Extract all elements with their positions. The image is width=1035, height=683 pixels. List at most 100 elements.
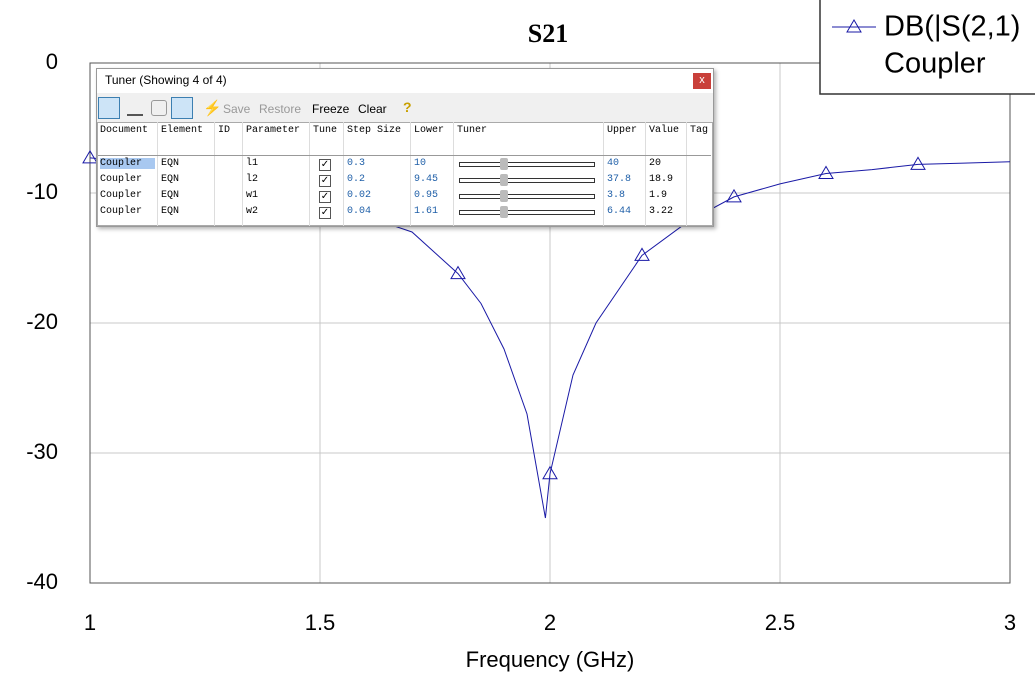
column-header: Upper xyxy=(607,125,638,136)
column-header: Tune xyxy=(313,125,338,136)
tune-checkbox[interactable]: ✓ xyxy=(319,175,331,187)
toolbar-button[interactable]: Save xyxy=(223,102,251,116)
column-header: Parameter xyxy=(246,125,301,136)
cell-lower: 9.45 xyxy=(414,174,439,185)
cell-upper: 3.8 xyxy=(607,190,626,201)
column-divider xyxy=(410,122,411,226)
y-tick-label: -40 xyxy=(26,569,58,594)
column-header: Tag xyxy=(690,125,709,136)
column-header: Element xyxy=(161,125,204,136)
tune-checkbox[interactable]: ✓ xyxy=(319,191,331,203)
y-tick-label: -30 xyxy=(26,439,58,464)
toolbar-icon[interactable]: ⚡ xyxy=(203,100,222,117)
plot-frame xyxy=(89,62,1011,584)
header-divider xyxy=(98,155,711,156)
cell-parameter: l2 xyxy=(246,174,259,185)
cell-upper: 40 xyxy=(607,158,620,169)
data-marker xyxy=(910,156,926,170)
slider-track[interactable] xyxy=(459,178,595,183)
cell-element: EQN xyxy=(161,174,180,185)
tune-checkbox[interactable]: ✓ xyxy=(319,159,331,171)
cell-document: Coupler xyxy=(100,206,143,217)
column-header: Tuner xyxy=(457,125,488,136)
column-divider xyxy=(343,122,344,226)
legend-label: Coupler xyxy=(884,48,986,80)
y-tick-label: -10 xyxy=(26,179,58,204)
legend-label: DB(|S(2,1) xyxy=(884,11,1020,43)
x-tick-label: 2.5 xyxy=(765,610,796,635)
cell-parameter: w1 xyxy=(246,190,259,201)
cell-step: 0.04 xyxy=(347,206,372,217)
column-divider xyxy=(309,122,310,226)
column-header: ID xyxy=(218,125,231,136)
cell-step: 0.02 xyxy=(347,190,372,201)
slider-thumb[interactable] xyxy=(499,206,508,218)
cell-element: EQN xyxy=(161,206,180,217)
data-marker xyxy=(82,149,98,164)
toolbar-icon[interactable] xyxy=(171,97,193,119)
tuner-dialog: Tuner (Showing 4 of 4) x ⚡ Save Restore Fr… xyxy=(96,68,714,227)
chart-title: S21 xyxy=(528,19,568,48)
column-divider xyxy=(645,122,646,226)
column-header: Value xyxy=(649,125,680,136)
cell-element: EQN xyxy=(161,158,180,169)
close-button[interactable]: x xyxy=(693,73,711,89)
toolbar-button[interactable]: Freeze xyxy=(312,102,350,116)
x-tick-label: 2 xyxy=(544,610,556,635)
slider-thumb[interactable] xyxy=(499,190,508,202)
cell-step: 0.3 xyxy=(347,158,366,169)
toolbar-icon[interactable] xyxy=(127,100,143,116)
slider-track[interactable] xyxy=(459,162,595,167)
cell-upper: 37.8 xyxy=(607,174,632,185)
y-tick-label: 0 xyxy=(46,49,58,74)
tuner-grid xyxy=(97,122,713,226)
column-divider xyxy=(603,122,604,226)
slider-thumb[interactable] xyxy=(499,174,508,186)
cell-element: EQN xyxy=(161,190,180,201)
column-divider xyxy=(214,122,215,226)
column-header: Document xyxy=(100,125,149,136)
x-tick-label: 3 xyxy=(1004,610,1016,635)
toolbar-button[interactable]: Restore xyxy=(259,102,302,116)
toolbar-icon[interactable] xyxy=(151,100,167,116)
cell-lower: 1.61 xyxy=(414,206,439,217)
slider-track[interactable] xyxy=(459,194,595,199)
column-header: Lower xyxy=(414,125,445,136)
cell-value: 20 xyxy=(649,158,662,169)
cell-document: Coupler xyxy=(100,174,143,185)
title-bar xyxy=(97,69,713,93)
column-divider xyxy=(242,122,243,226)
y-tick-label: -20 xyxy=(26,309,58,334)
filter-button[interactable] xyxy=(98,97,120,119)
slider-track[interactable] xyxy=(459,210,595,215)
help-icon[interactable]: ? xyxy=(403,99,412,115)
cell-document: Coupler xyxy=(100,190,143,201)
legend-marker xyxy=(846,19,862,33)
cell-parameter: w2 xyxy=(246,206,259,217)
cell-parameter: l1 xyxy=(246,158,259,169)
cell-lower: 0.95 xyxy=(414,190,439,201)
cell-upper: 6.44 xyxy=(607,206,632,217)
data-marker xyxy=(450,265,466,280)
column-header: Step Size xyxy=(347,125,402,136)
cell-value: 1.9 xyxy=(649,190,668,201)
column-divider xyxy=(157,122,158,226)
tune-checkbox[interactable]: ✓ xyxy=(319,207,331,219)
slider-thumb[interactable] xyxy=(499,158,508,170)
cell-value: 3.22 xyxy=(649,206,674,217)
x-axis-label: Frequency (GHz) xyxy=(466,647,635,672)
cell-step: 0.2 xyxy=(347,174,366,185)
data-marker xyxy=(818,165,834,179)
data-marker xyxy=(542,465,558,480)
data-marker xyxy=(726,188,742,203)
column-divider xyxy=(686,122,687,226)
cell-value: 18.9 xyxy=(649,174,674,185)
toolbar-button[interactable]: Clear xyxy=(358,102,387,116)
cell-lower: 10 xyxy=(414,158,427,169)
cell-document: Coupler xyxy=(100,158,155,169)
dialog-title: Tuner (Showing 4 of 4) xyxy=(105,73,227,87)
x-tick-label: 1.5 xyxy=(305,610,336,635)
column-divider xyxy=(453,122,454,226)
data-marker xyxy=(634,247,650,261)
